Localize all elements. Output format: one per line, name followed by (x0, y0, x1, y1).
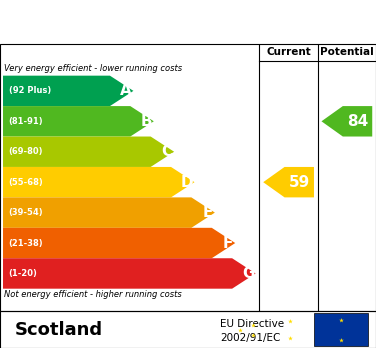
Polygon shape (3, 228, 235, 258)
Polygon shape (3, 167, 194, 197)
Text: (81-91): (81-91) (9, 117, 43, 126)
Text: Energy Efficiency Rating: Energy Efficiency Rating (11, 13, 259, 31)
Text: (92 Plus): (92 Plus) (9, 86, 51, 95)
Text: Scotland: Scotland (15, 321, 103, 339)
Text: (1-20): (1-20) (9, 269, 38, 278)
FancyBboxPatch shape (314, 313, 368, 346)
Text: Current: Current (266, 47, 311, 57)
Text: Very energy efficient - lower running costs: Very energy efficient - lower running co… (4, 64, 182, 73)
Text: 84: 84 (347, 114, 368, 129)
Text: G: G (242, 266, 254, 281)
Polygon shape (263, 167, 314, 197)
Polygon shape (3, 258, 256, 289)
Text: 2002/91/EC: 2002/91/EC (220, 333, 280, 343)
Text: B: B (141, 114, 152, 129)
Text: Not energy efficient - higher running costs: Not energy efficient - higher running co… (4, 290, 182, 299)
Text: A: A (120, 84, 132, 98)
Polygon shape (3, 197, 215, 228)
Polygon shape (3, 76, 133, 106)
Text: F: F (223, 236, 233, 251)
Text: D: D (180, 175, 193, 190)
Polygon shape (321, 106, 372, 136)
Text: EU Directive: EU Directive (220, 319, 284, 329)
Polygon shape (3, 136, 174, 167)
Text: (69-80): (69-80) (9, 147, 43, 156)
Polygon shape (3, 106, 154, 136)
Text: E: E (202, 205, 212, 220)
Text: (55-68): (55-68) (9, 178, 43, 187)
Text: (21-38): (21-38) (9, 238, 43, 247)
Text: Potential: Potential (320, 47, 374, 57)
Text: (39-54): (39-54) (9, 208, 43, 217)
Text: 59: 59 (289, 175, 310, 190)
Text: C: C (161, 144, 172, 159)
